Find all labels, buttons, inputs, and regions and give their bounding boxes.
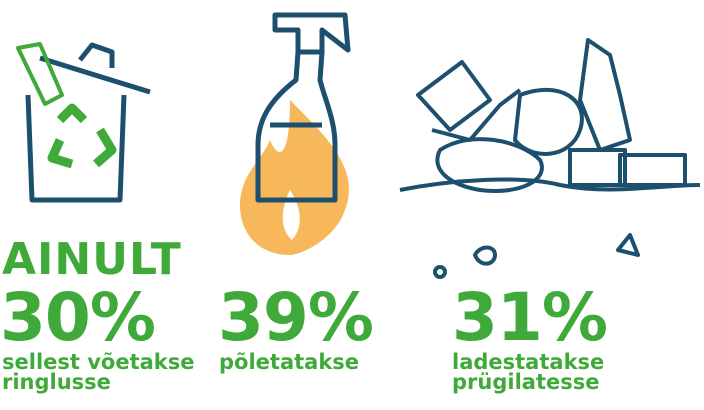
- infographic: AINULT 30% sellest võetakse ringlusse 39…: [0, 0, 704, 410]
- prefix: AINULT: [2, 238, 182, 282]
- percentage: 31%: [452, 285, 607, 351]
- landfill-icon: [400, 40, 700, 277]
- caption-line: põletatakse: [219, 352, 359, 373]
- caption-line: ringlusse: [2, 372, 111, 393]
- percentage: 30%: [0, 285, 155, 351]
- caption-line: prügilatesse: [452, 372, 599, 393]
- spray-bottle-icon: [240, 15, 349, 255]
- percentage: 39%: [218, 285, 373, 351]
- recycle-bin-icon: [18, 44, 150, 200]
